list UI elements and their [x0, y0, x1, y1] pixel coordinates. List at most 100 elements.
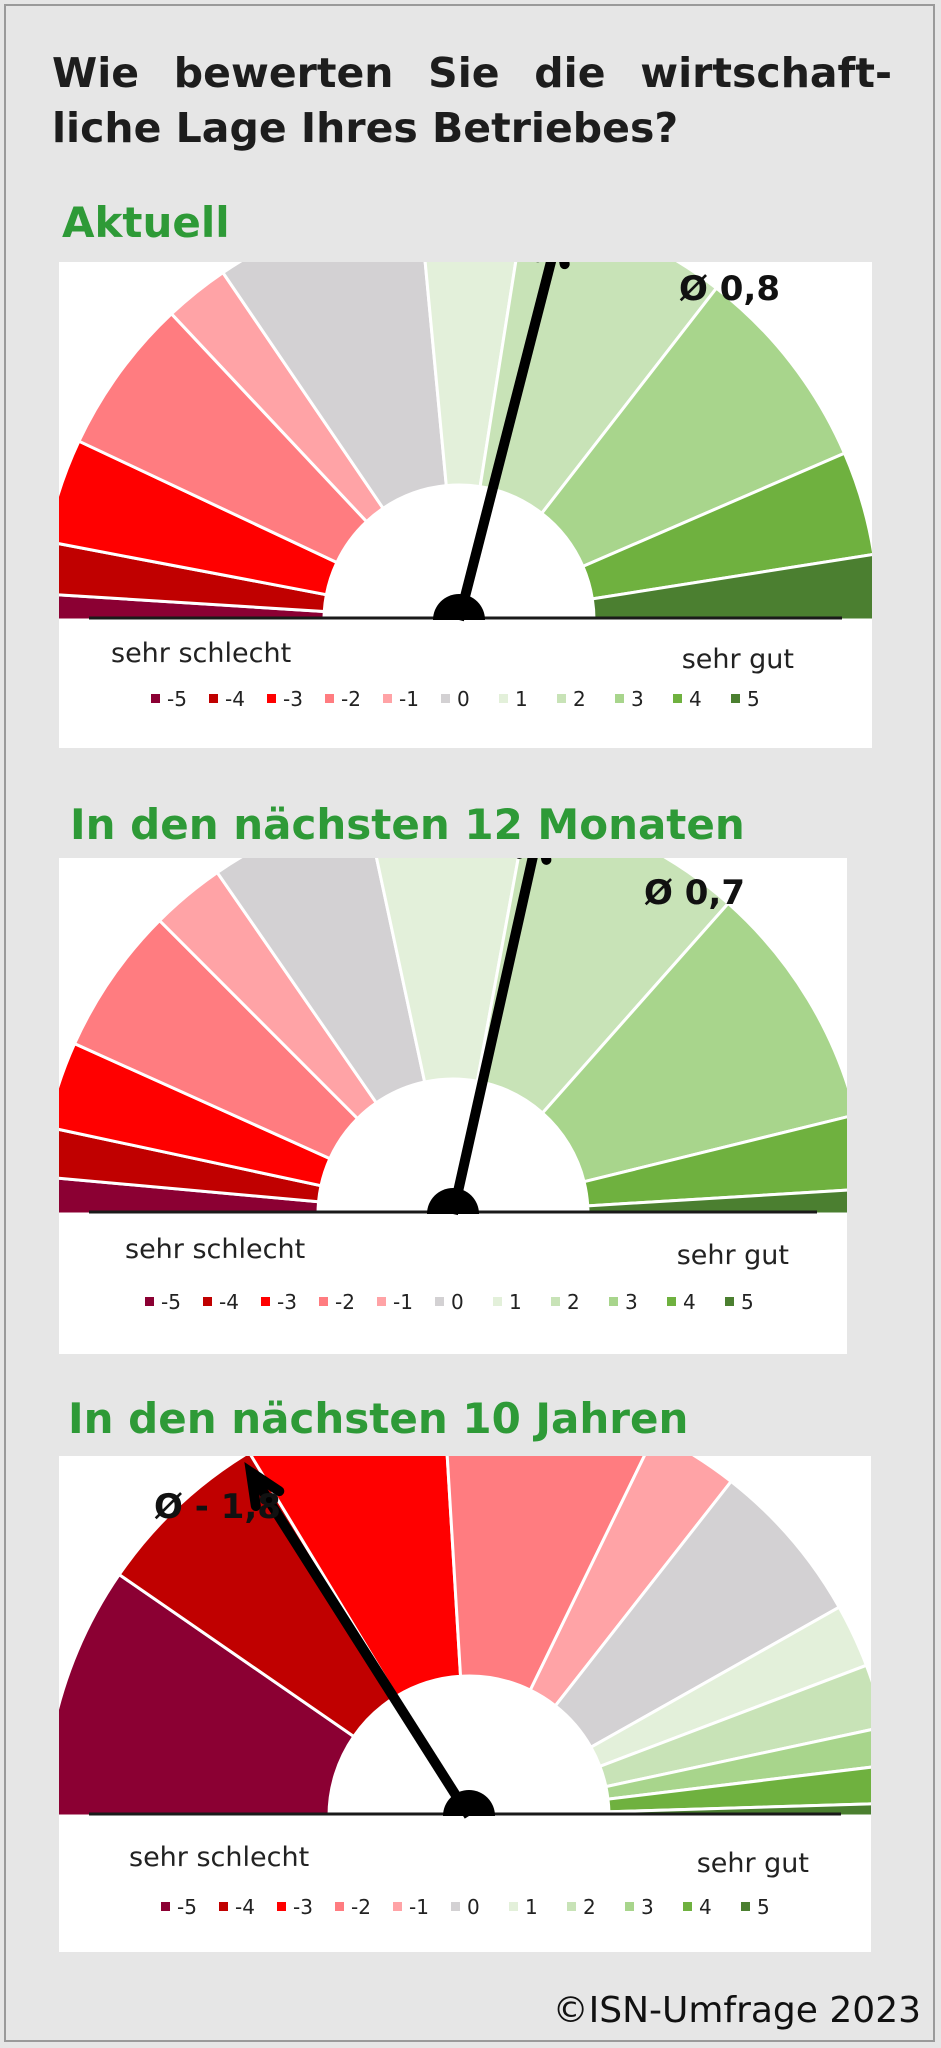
legend-swatch [377, 1297, 386, 1306]
legend-swatch [145, 1297, 154, 1306]
legend-swatch [673, 694, 682, 703]
gauge-needle [448, 858, 538, 1216]
legend-label: 2 [573, 687, 586, 711]
legend-swatch [667, 1297, 676, 1306]
gauge-mean-label: Ø 0,7 [644, 873, 745, 913]
copyright-footer: ©ISN-Umfrage 2023 [552, 1990, 921, 2031]
legend-label: -1 [399, 687, 419, 711]
legend-label: -1 [393, 1290, 413, 1314]
label-very-good: sehr gut [697, 1848, 809, 1879]
legend-label: 5 [757, 1895, 770, 1919]
legend-label: -3 [293, 1895, 313, 1919]
legend-swatch [557, 694, 566, 703]
legend-label: 4 [683, 1290, 696, 1314]
gauge-segment-minus5 [59, 1572, 356, 1818]
legend-swatch [383, 694, 392, 703]
legend-label: -3 [283, 687, 303, 711]
legend-swatch [625, 1902, 634, 1911]
legend-swatch [335, 1902, 344, 1911]
gauge-segment-5 [590, 553, 872, 622]
gauge-needle-arrowhead [244, 1462, 285, 1511]
gauge-chart-current: Ø 0,8 sehr schlecht sehr gut -5 -4 -3 -2 -1 0 1 2 3… [59, 262, 872, 711]
legend-swatch [209, 694, 218, 703]
legend-label: 5 [741, 1290, 754, 1314]
legend-swatch [325, 694, 334, 703]
outer-frame [4, 4, 935, 2042]
page-title: Wie bewerten Sie die wirtschaft- liche L… [52, 49, 892, 152]
gauge-needle-hub [443, 1790, 495, 1816]
legend-label: 1 [515, 687, 528, 711]
legend-label: -5 [167, 687, 187, 711]
legend-label: 5 [747, 687, 760, 711]
gauge-segment-4 [580, 451, 872, 601]
legend-label: -5 [161, 1290, 181, 1314]
legend-label: -3 [277, 1290, 297, 1314]
legend-swatch [451, 1902, 460, 1911]
legend-swatch [277, 1902, 286, 1911]
label-very-good: sehr gut [677, 1240, 789, 1271]
gauge-segment-1 [375, 858, 520, 1084]
legend-label: 0 [467, 1895, 480, 1919]
legend-swatch [203, 1297, 212, 1306]
section-title-12-months: In den nächsten 12 Monaten [70, 800, 745, 849]
legend-label: -5 [177, 1895, 197, 1919]
legend-swatch [683, 1902, 692, 1911]
label-very-bad: sehr schlecht [111, 638, 291, 669]
legend-label: 3 [631, 687, 644, 711]
gauge-panel-10-years: Ø - 1,8 sehr schlecht sehr gut -5 -4 -3 -2 -1 0 1… [59, 1456, 871, 1952]
legend-label: 0 [457, 687, 470, 711]
gauge-chart-12-months: Ø 0,7 sehr schlecht sehr gut -5 -4 -3 -2 -1 0 1 2 3… [59, 858, 847, 1314]
legend-label: -2 [341, 687, 361, 711]
legend-swatch [741, 1902, 750, 1911]
legend-label: 1 [509, 1290, 522, 1314]
legend-swatch [725, 1297, 734, 1306]
gauge-needle-hub [433, 594, 485, 620]
legend-swatch [731, 694, 740, 703]
legend-label: 4 [699, 1895, 712, 1919]
legend-label: 1 [525, 1895, 538, 1919]
gauge-panel-12-months: Ø 0,7 sehr schlecht sehr gut -5 -4 -3 -2 -1 0 1 2 3… [59, 858, 847, 1354]
legend-swatch [161, 1902, 170, 1911]
gauge-segment-minus4 [117, 1456, 399, 1739]
legend-swatch [267, 694, 276, 703]
legend-label: -4 [219, 1290, 239, 1314]
legend-swatch [435, 1297, 444, 1306]
legend-label: 4 [689, 687, 702, 711]
legend-swatch [151, 694, 160, 703]
gauge-segment-1 [423, 262, 518, 489]
legend-swatch [493, 1297, 502, 1306]
gauge-segment-0 [220, 262, 448, 511]
legend-label: 0 [451, 1290, 464, 1314]
legend-label: -2 [335, 1290, 355, 1314]
label-very-bad: sehr schlecht [129, 1842, 309, 1873]
gauge-mean-label: Ø - 1,8 [154, 1487, 281, 1527]
label-very-good: sehr gut [682, 644, 794, 675]
legend-swatch [609, 1297, 618, 1306]
legend-swatch [509, 1902, 518, 1911]
legend-swatch [219, 1902, 228, 1911]
legend-swatch [441, 694, 450, 703]
legend-label: 3 [641, 1895, 654, 1919]
gauge-needle-hub [427, 1188, 479, 1214]
legend-label: 2 [567, 1290, 580, 1314]
legend-label: 2 [583, 1895, 596, 1919]
gauge-segment-minus2 [445, 1456, 646, 1693]
section-title-10-years: In den nächsten 10 Jahren [68, 1394, 689, 1443]
legend-swatch [567, 1902, 576, 1911]
gauge-chart-10-years: Ø - 1,8 sehr schlecht sehr gut -5 -4 -3 -2 -1 0 1… [59, 1456, 871, 1919]
gauge-segment-minus3 [249, 1456, 463, 1699]
gauge-segment-5 [586, 1188, 847, 1216]
gauge-segment-0 [215, 858, 427, 1105]
legend-label: -4 [225, 687, 245, 711]
gauge-segment-3 [539, 286, 847, 569]
legend-swatch [393, 1902, 402, 1911]
legend-label: -2 [351, 1895, 371, 1919]
legend-swatch [615, 694, 624, 703]
gauge-needle [454, 262, 557, 622]
legend-swatch [551, 1297, 560, 1306]
legend-label: -4 [235, 1895, 255, 1919]
gauge-segment-3 [540, 901, 847, 1184]
gauge-needle [246, 1469, 474, 1819]
gauge-panel-current: Ø 0,8 sehr schlecht sehr gut -5 -4 -3 -2 -1 0 1 2 3… [59, 262, 872, 748]
legend-swatch [499, 694, 508, 703]
